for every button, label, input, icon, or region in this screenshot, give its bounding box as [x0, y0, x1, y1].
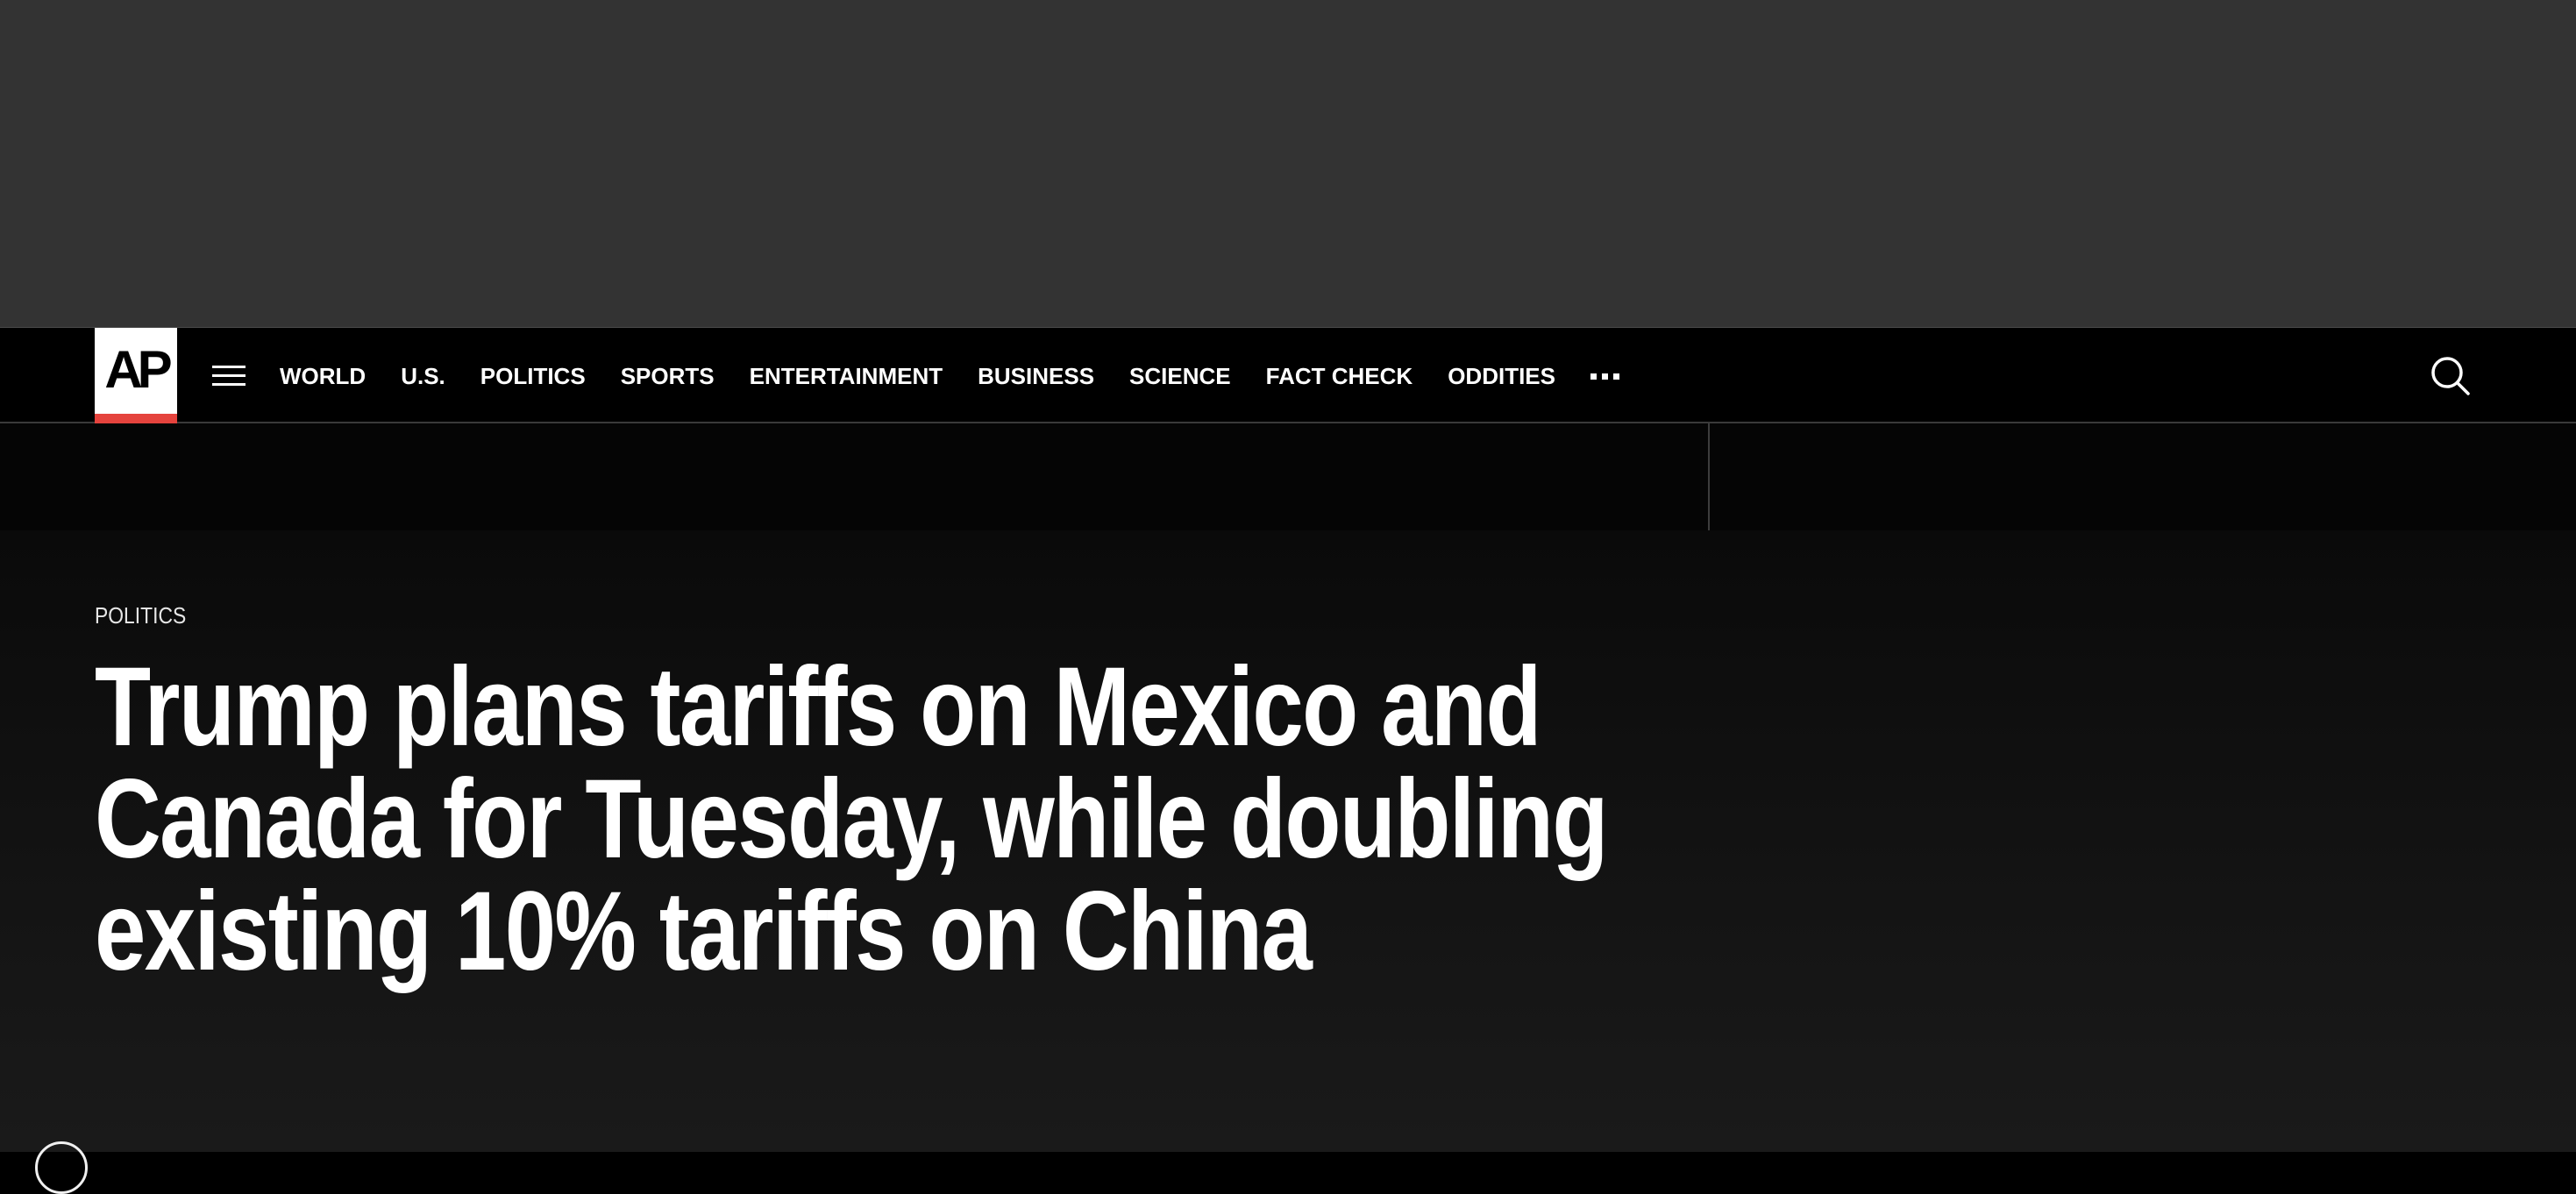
nav-item-fact-check[interactable]: FACT CHECK	[1265, 362, 1413, 389]
nav-item-entertainment[interactable]: ENTERTAINMENT	[749, 362, 943, 389]
nav-item-us[interactable]: U.S.	[401, 362, 445, 389]
nav-item-science[interactable]: SCIENCE	[1129, 362, 1231, 389]
nav-item-politics[interactable]: POLITICS	[480, 362, 586, 389]
article-hero: POLITICS Trump plans tariffs on Mexico a…	[0, 530, 2576, 1152]
headline-line: Trump plans tariffs on Mexico and	[95, 644, 1541, 770]
article-category-link[interactable]: POLITICS	[95, 602, 187, 629]
main-nav: WORLD U.S. POLITICS SPORTS ENTERTAINMENT…	[280, 328, 1619, 424]
top-navigation-bar: AP WORLD U.S. POLITICS SPORTS ENTERTAINM…	[0, 327, 2576, 424]
more-dots-icon[interactable]	[1590, 363, 1619, 389]
headline-line: Canada for Tuesday, while doubling	[95, 757, 1608, 882]
author-avatar	[35, 1141, 88, 1194]
hamburger-menu-icon[interactable]	[212, 363, 246, 389]
ap-logo[interactable]: AP	[95, 328, 177, 424]
article-headline: Trump plans tariffs on Mexico and Canada…	[95, 651, 1676, 988]
nav-item-business[interactable]: BUSINESS	[978, 362, 1095, 389]
nav-item-oddities[interactable]: ODDITIES	[1448, 362, 1555, 389]
advertisement-slot	[0, 0, 2576, 327]
logo-accent-bar	[95, 414, 177, 424]
nav-item-sports[interactable]: SPORTS	[620, 362, 715, 389]
secondary-bar	[0, 423, 2576, 530]
nav-item-world[interactable]: WORLD	[280, 362, 366, 389]
search-icon[interactable]	[2429, 354, 2473, 398]
logo-text: AP	[104, 340, 172, 399]
headline-line: existing 10% tariffs on China	[95, 869, 1313, 994]
divider	[1708, 423, 1710, 530]
